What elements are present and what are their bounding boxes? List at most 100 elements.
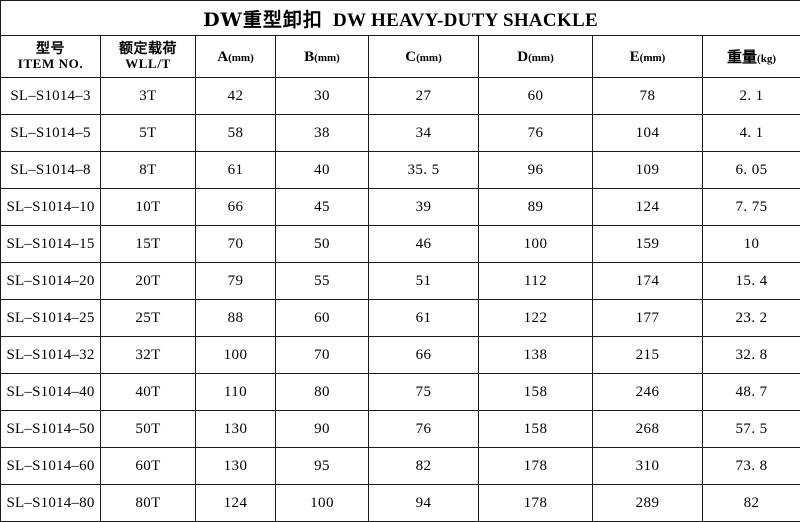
column-header-c-unit: (mm) bbox=[416, 52, 442, 64]
cell-weight: 57. 5 bbox=[703, 411, 800, 448]
cell-model: SL–S1014–25 bbox=[1, 300, 101, 337]
cell-model: SL–S1014–20 bbox=[1, 263, 101, 300]
cell-c: 75 bbox=[369, 374, 479, 411]
cell-model: SL–S1014–32 bbox=[1, 337, 101, 374]
cell-weight: 7. 75 bbox=[703, 189, 800, 226]
cell-e: 124 bbox=[593, 189, 703, 226]
column-header-b: B(mm) bbox=[276, 36, 369, 78]
cell-d: 178 bbox=[479, 448, 593, 485]
cell-weight: 2. 1 bbox=[703, 78, 800, 115]
cell-b: 100 bbox=[276, 485, 369, 522]
cell-c: 76 bbox=[369, 411, 479, 448]
cell-wll: 60T bbox=[101, 448, 196, 485]
cell-model: SL–S1014–15 bbox=[1, 226, 101, 263]
cell-e: 177 bbox=[593, 300, 703, 337]
cell-d: 89 bbox=[479, 189, 593, 226]
cell-b: 40 bbox=[276, 152, 369, 189]
cell-a: 66 bbox=[196, 189, 276, 226]
column-header-e-letter: E bbox=[630, 49, 640, 65]
column-header-e-unit: (mm) bbox=[640, 52, 666, 64]
cell-e: 310 bbox=[593, 448, 703, 485]
column-header-d-unit: (mm) bbox=[528, 52, 554, 64]
cell-wll: 8T bbox=[101, 152, 196, 189]
cell-weight: 23. 2 bbox=[703, 300, 800, 337]
cell-d: 96 bbox=[479, 152, 593, 189]
cell-weight: 82 bbox=[703, 485, 800, 522]
cell-b: 60 bbox=[276, 300, 369, 337]
cell-b: 38 bbox=[276, 115, 369, 152]
cell-c: 66 bbox=[369, 337, 479, 374]
cell-b: 80 bbox=[276, 374, 369, 411]
column-header-weight-cn: 重量 bbox=[727, 48, 757, 66]
cell-b: 55 bbox=[276, 263, 369, 300]
cell-b: 45 bbox=[276, 189, 369, 226]
cell-b: 50 bbox=[276, 226, 369, 263]
cell-d: 178 bbox=[479, 485, 593, 522]
cell-c: 39 bbox=[369, 189, 479, 226]
column-header-wll: 额定载荷 WLL/T bbox=[101, 36, 196, 78]
column-header-d-letter: D bbox=[517, 49, 528, 65]
table-title-cell: DW重型卸扣 DW HEAVY-DUTY SHACKLE bbox=[1, 1, 800, 36]
cell-d: 100 bbox=[479, 226, 593, 263]
cell-a: 42 bbox=[196, 78, 276, 115]
title-en: DW HEAVY-DUTY SHACKLE bbox=[333, 10, 598, 31]
cell-e: 246 bbox=[593, 374, 703, 411]
cell-d: 112 bbox=[479, 263, 593, 300]
cell-model: SL–S1014–8 bbox=[1, 152, 101, 189]
cell-c: 46 bbox=[369, 226, 479, 263]
cell-c: 61 bbox=[369, 300, 479, 337]
column-header-b-letter: B bbox=[304, 49, 314, 65]
column-header-d: D(mm) bbox=[479, 36, 593, 78]
page-title: DW重型卸扣 DW HEAVY-DUTY SHACKLE bbox=[203, 10, 598, 31]
cell-e: 78 bbox=[593, 78, 703, 115]
cell-c: 35. 5 bbox=[369, 152, 479, 189]
cell-wll: 5T bbox=[101, 115, 196, 152]
cell-a: 79 bbox=[196, 263, 276, 300]
cell-c: 51 bbox=[369, 263, 479, 300]
cell-d: 158 bbox=[479, 411, 593, 448]
column-header-weight-unit: (kg) bbox=[757, 53, 776, 65]
cell-wll: 15T bbox=[101, 226, 196, 263]
cell-e: 174 bbox=[593, 263, 703, 300]
cell-model: SL–S1014–60 bbox=[1, 448, 101, 485]
cell-weight: 15. 4 bbox=[703, 263, 800, 300]
cell-model: SL–S1014–10 bbox=[1, 189, 101, 226]
cell-wll: 10T bbox=[101, 189, 196, 226]
cell-a: 100 bbox=[196, 337, 276, 374]
column-header-item-no-en: ITEM NO. bbox=[18, 57, 83, 71]
cell-wll: 80T bbox=[101, 485, 196, 522]
cell-a: 110 bbox=[196, 374, 276, 411]
cell-wll: 50T bbox=[101, 411, 196, 448]
cell-a: 61 bbox=[196, 152, 276, 189]
column-header-b-unit: (mm) bbox=[314, 52, 340, 64]
cell-e: 289 bbox=[593, 485, 703, 522]
cell-e: 159 bbox=[593, 226, 703, 263]
cell-weight: 32. 8 bbox=[703, 337, 800, 374]
cell-a: 58 bbox=[196, 115, 276, 152]
cell-e: 215 bbox=[593, 337, 703, 374]
cell-e: 268 bbox=[593, 411, 703, 448]
cell-a: 130 bbox=[196, 411, 276, 448]
cell-d: 158 bbox=[479, 374, 593, 411]
cell-model: SL–S1014–40 bbox=[1, 374, 101, 411]
cell-d: 138 bbox=[479, 337, 593, 374]
column-header-a-letter: A bbox=[217, 49, 228, 65]
column-header-wll-en: WLL/T bbox=[125, 57, 171, 71]
cell-b: 70 bbox=[276, 337, 369, 374]
cell-e: 109 bbox=[593, 152, 703, 189]
column-header-c-letter: C bbox=[405, 49, 416, 65]
cell-e: 104 bbox=[593, 115, 703, 152]
column-header-a-unit: (mm) bbox=[228, 52, 254, 64]
cell-c: 34 bbox=[369, 115, 479, 152]
cell-wll: 32T bbox=[101, 337, 196, 374]
cell-model: SL–S1014–80 bbox=[1, 485, 101, 522]
